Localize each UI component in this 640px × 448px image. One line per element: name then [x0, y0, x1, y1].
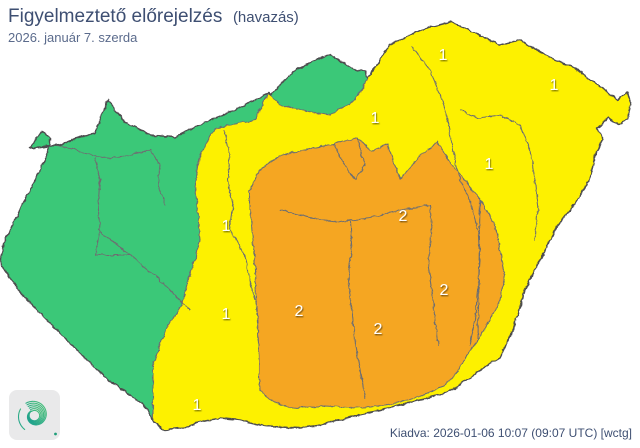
svg-text:1: 1	[371, 110, 380, 127]
svg-text:2: 2	[399, 208, 408, 225]
svg-text:1: 1	[439, 47, 448, 64]
svg-text:1: 1	[193, 397, 202, 414]
svg-text:1: 1	[485, 156, 494, 173]
svg-text:2: 2	[440, 282, 449, 299]
svg-text:1: 1	[550, 77, 559, 94]
svg-text:1: 1	[222, 306, 231, 323]
svg-text:2: 2	[374, 321, 383, 338]
svg-text:2: 2	[295, 303, 304, 320]
svg-text:1: 1	[222, 218, 231, 235]
